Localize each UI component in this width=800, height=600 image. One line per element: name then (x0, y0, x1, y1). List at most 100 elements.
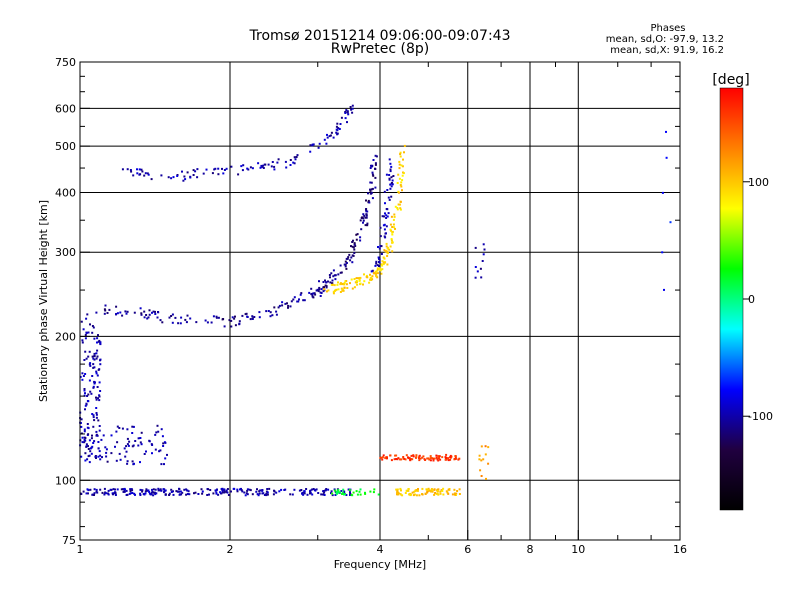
data-point (118, 452, 121, 455)
data-point (350, 256, 353, 259)
data-point (350, 245, 352, 248)
data-point (80, 320, 83, 323)
data-point (306, 493, 309, 496)
data-point (177, 322, 180, 325)
data-point (340, 116, 343, 119)
data-point (401, 174, 404, 177)
data-point (196, 168, 199, 171)
data-point (326, 136, 329, 139)
data-point (399, 493, 402, 496)
data-point (277, 158, 280, 161)
data-point (399, 184, 402, 186)
data-point (251, 493, 254, 496)
data-point (370, 192, 373, 195)
data-point (204, 319, 207, 322)
data-point (309, 144, 312, 147)
data-point (433, 457, 436, 460)
data-point (266, 493, 269, 496)
data-point (251, 317, 254, 320)
data-point (324, 284, 327, 287)
data-point (132, 174, 135, 177)
data-point (303, 492, 306, 495)
data-point (449, 456, 452, 459)
data-point (379, 269, 382, 272)
data-point (353, 242, 356, 245)
data-point (215, 316, 218, 319)
data-point (436, 488, 439, 491)
data-point (116, 312, 119, 315)
data-point (339, 271, 342, 274)
data-point (131, 492, 134, 494)
data-point (454, 456, 457, 459)
data-point (106, 460, 109, 463)
data-point (160, 174, 163, 177)
data-point (208, 493, 210, 496)
data-point (99, 458, 102, 461)
data-point (317, 492, 320, 494)
data-point (91, 413, 94, 415)
data-point (309, 150, 312, 153)
data-point (295, 156, 298, 158)
data-point (125, 450, 128, 453)
data-point (330, 492, 332, 495)
data-point (337, 288, 340, 291)
data-point (334, 494, 337, 496)
data-point (319, 295, 322, 297)
data-point (91, 331, 94, 334)
data-point (263, 494, 266, 496)
data-point (665, 130, 667, 133)
data-point (377, 256, 380, 259)
data-point (390, 185, 393, 188)
data-point (367, 192, 369, 195)
data-point (284, 488, 287, 491)
data-point (353, 252, 356, 254)
data-point (355, 281, 358, 284)
data-point (79, 422, 82, 424)
y-tick-label: 100 (55, 474, 76, 487)
data-point (322, 490, 325, 492)
data-point (390, 165, 393, 168)
data-point (126, 462, 129, 465)
data-point (453, 492, 456, 495)
data-point (401, 179, 404, 182)
data-point (361, 216, 364, 219)
data-point (130, 488, 133, 491)
data-point (217, 316, 220, 319)
data-point (416, 489, 419, 492)
data-point (272, 493, 275, 496)
data-point (92, 366, 95, 369)
data-point (395, 458, 398, 460)
data-point (88, 363, 91, 366)
data-point (441, 456, 444, 459)
data-point (140, 431, 143, 434)
data-point (400, 489, 402, 492)
data-point (323, 288, 326, 291)
data-point (241, 169, 244, 172)
data-point (359, 239, 362, 242)
data-point (396, 491, 399, 494)
data-point (104, 304, 107, 307)
data-point (309, 492, 311, 495)
data-point (389, 168, 392, 171)
data-point (323, 491, 326, 494)
data-point (107, 489, 110, 492)
data-point (328, 135, 331, 138)
data-point (333, 488, 336, 491)
data-point (168, 494, 171, 496)
data-point (339, 282, 342, 285)
data-point (87, 355, 90, 358)
data-point (92, 442, 95, 444)
data-point (297, 300, 300, 303)
data-point (385, 173, 388, 176)
data-point (474, 266, 477, 268)
data-point (337, 489, 340, 491)
data-point (126, 168, 129, 171)
data-point (232, 487, 235, 490)
data-point (383, 261, 386, 264)
data-point (150, 178, 153, 181)
data-point (246, 493, 249, 496)
data-point (243, 491, 246, 494)
data-point (167, 176, 170, 179)
data-point (121, 168, 124, 171)
data-point (376, 276, 379, 279)
